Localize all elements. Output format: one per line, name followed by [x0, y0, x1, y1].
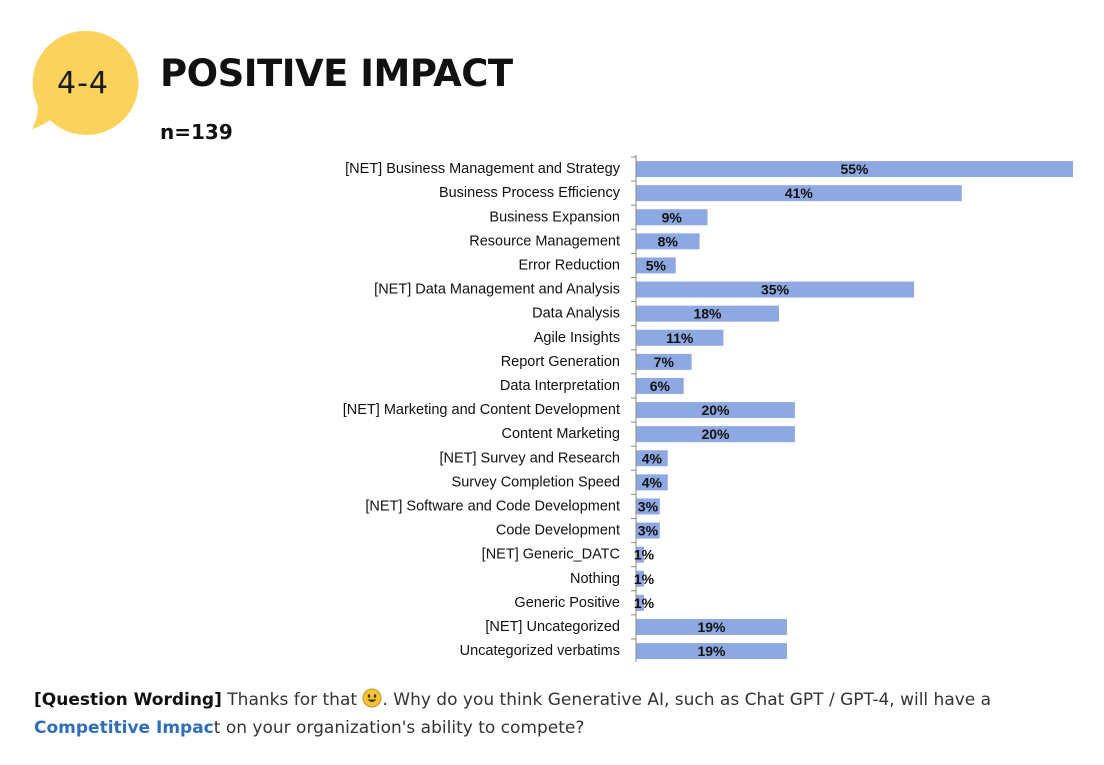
category-label: Data Interpretation	[500, 378, 620, 394]
bar-value-label: 7%	[654, 354, 675, 370]
bar-value-label: 9%	[662, 209, 683, 225]
bar-value-label: 1%	[634, 547, 655, 563]
category-label: Business Process Efficiency	[439, 185, 621, 201]
bar-value-label: 35%	[761, 282, 790, 298]
bar-value-label: 20%	[701, 402, 730, 418]
bar	[636, 594, 644, 611]
bar	[636, 402, 795, 419]
bar-value-label: 3%	[638, 498, 659, 514]
bar-value-label: 41%	[785, 185, 814, 201]
bar-value-label: 55%	[840, 161, 869, 177]
bar-chart: 55% [NET] Business Management and Strateg…	[343, 155, 1073, 662]
category-label: Survey Completion Speed	[452, 474, 620, 490]
bar	[636, 233, 700, 250]
category-label: Report Generation	[501, 354, 620, 370]
category-label: [NET] Marketing and Content Development	[343, 402, 620, 418]
bar	[636, 329, 724, 346]
bar	[636, 546, 644, 563]
category-label: Error Reduction	[518, 257, 620, 273]
section-badge: 4-4	[30, 28, 140, 138]
bar-value-label: 4%	[642, 474, 663, 490]
category-label: [NET] Data Management and Analysis	[374, 282, 620, 298]
bar-value-label: 20%	[701, 426, 730, 442]
bar	[636, 643, 787, 660]
category-label: [NET] Generic_DATC	[482, 547, 620, 563]
bar	[636, 618, 787, 635]
bar	[636, 522, 660, 539]
category-label: Code Development	[496, 523, 620, 539]
category-label: [NET] Software and Code Development	[365, 498, 620, 514]
bar-value-label: 5%	[646, 257, 667, 273]
bar-value-label: 1%	[634, 571, 655, 587]
bar-value-label: 19%	[697, 643, 726, 659]
question-text-end: on your organization's ability to compet…	[220, 718, 585, 738]
bar	[636, 257, 676, 274]
category-label: [NET] Business Management and Strategy	[345, 161, 621, 177]
bar-value-label: 4%	[642, 450, 663, 466]
question-highlight: Competitive Impac	[34, 718, 214, 738]
category-label: Agile Insights	[534, 330, 620, 346]
bar-value-label: 6%	[650, 378, 671, 394]
category-label: Generic Positive	[514, 595, 620, 611]
question-text-middle: . Why do you think Generative AI, such a…	[382, 690, 992, 710]
bar	[636, 185, 962, 202]
bar	[636, 281, 915, 298]
category-label: Business Expansion	[489, 209, 620, 225]
bar	[636, 161, 1073, 178]
question-wording: [Question Wording] Thanks for that . Why…	[34, 688, 1084, 741]
bar	[636, 570, 644, 587]
bar-value-label: 11%	[666, 330, 694, 346]
bar	[636, 426, 795, 443]
bars-group	[636, 161, 1073, 660]
bar	[636, 498, 660, 515]
category-label: Data Analysis	[532, 306, 620, 322]
smiley-emoji-icon	[362, 688, 382, 716]
badge-bubble	[32, 30, 139, 135]
bar-value-label: 1%	[634, 595, 655, 611]
category-label: Content Marketing	[502, 426, 620, 442]
bar	[636, 209, 708, 226]
bar-value-label: 8%	[658, 233, 679, 249]
bar	[636, 353, 692, 370]
bar	[636, 450, 668, 467]
bar-value-label: 18%	[693, 306, 722, 322]
bar-value-label: 19%	[697, 619, 726, 635]
category-label: Resource Management	[469, 233, 620, 249]
bar	[636, 474, 668, 491]
category-label: Uncategorized verbatims	[460, 643, 620, 659]
speech-bubble-icon	[32, 30, 139, 135]
bar-value-label: 3%	[638, 523, 659, 539]
category-label: Nothing	[570, 571, 620, 587]
sample-size: n=139	[160, 120, 233, 144]
bar	[636, 377, 684, 394]
question-highlight-tail: t	[213, 718, 221, 738]
page-title: POSITIVE IMPACT	[160, 52, 513, 95]
y-axis-ticks	[631, 156, 636, 640]
category-label: [NET] Uncategorized	[485, 619, 620, 635]
bar	[636, 305, 780, 322]
question-text-start: Thanks for that	[221, 690, 363, 710]
badge-number: 4-4	[57, 65, 109, 101]
category-label: [NET] Survey and Research	[439, 450, 620, 466]
question-prefix: [Question Wording]	[34, 690, 222, 710]
